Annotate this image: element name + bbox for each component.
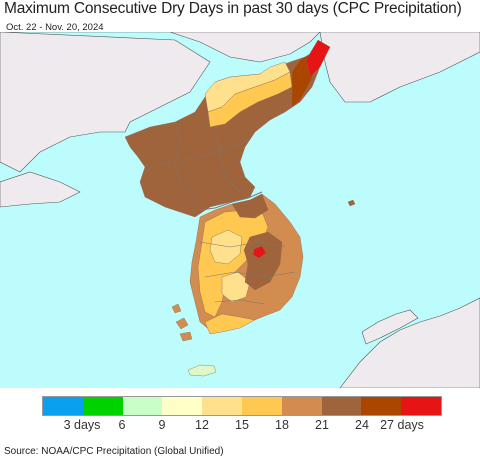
legend-swatch: [321, 397, 362, 415]
legend-swatch: [401, 397, 441, 415]
sk-brown-north: [231, 193, 269, 219]
legend-swatch: [241, 397, 282, 415]
legend-tick-label: 12: [195, 418, 209, 432]
legend-tick-label: 15: [235, 418, 249, 432]
legend-tick-label: 9: [158, 418, 166, 432]
legend-swatch: [162, 397, 203, 415]
color-legend: [42, 396, 442, 416]
shandong-peninsula: [0, 171, 81, 208]
china-landmass: [0, 32, 321, 173]
sk-red-spot: [252, 245, 267, 259]
dmz-border: [199, 191, 263, 211]
legend-tick-label: 3 days: [63, 418, 101, 432]
sk-south-coast: [204, 313, 256, 335]
sw-islands: [171, 303, 193, 342]
source-note: Source: NOAA/CPC Precipitation (Global U…: [4, 446, 224, 457]
japan-landmass: [339, 297, 480, 388]
nk-east-red: [305, 39, 331, 78]
legend-swatch: [361, 397, 402, 415]
legend-tick-label: 24: [355, 418, 369, 432]
dry-days-map: [0, 32, 480, 388]
legend-swatch: [43, 397, 83, 415]
legend-ticks: 3 days 6 9 12 15 18 21 24 27 days: [0, 418, 480, 434]
province-borders: [149, 121, 296, 305]
legend-tick-label: 18: [275, 418, 289, 432]
sk-light-yellow: [209, 229, 251, 303]
ulleung-island: [347, 199, 356, 207]
legend-tick-label: 27 days: [380, 418, 424, 432]
legend-tick-label: 21: [315, 418, 329, 432]
map-canvas: [0, 32, 480, 388]
legend-tick-label: 6: [118, 418, 126, 432]
map-title: Maximum Consecutive Dry Days in past 30 …: [4, 0, 462, 17]
legend-swatch: [202, 397, 242, 415]
russia-landmass: [319, 32, 480, 103]
legend-swatch: [82, 397, 123, 415]
legend-swatch: [122, 397, 163, 415]
legend-swatch: [281, 397, 322, 415]
jeju-island: [187, 364, 217, 377]
date-range: Oct. 22 - Nov. 20, 2024: [6, 22, 104, 33]
